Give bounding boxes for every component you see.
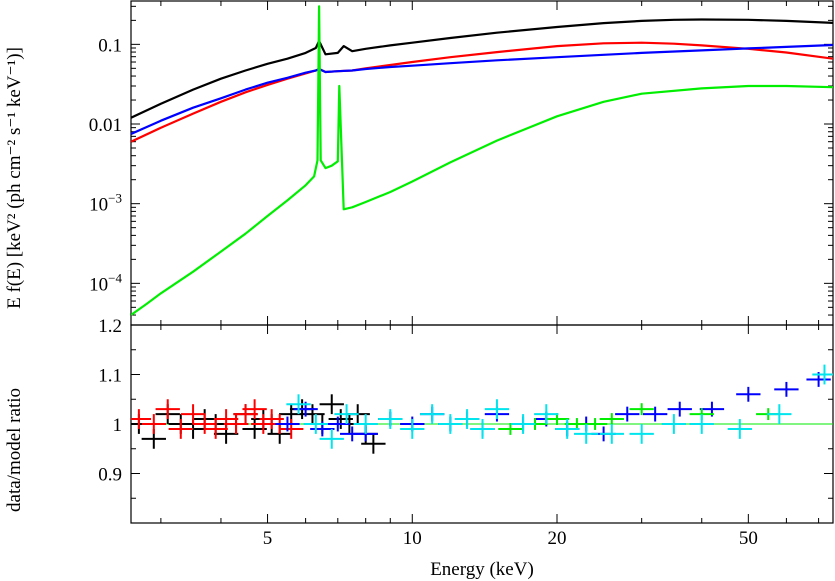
ratio-axis-title: data/model ratio — [4, 388, 25, 512]
ratio-point-series-0 — [300, 404, 325, 424]
ratio-point-series-4 — [420, 404, 445, 424]
ratio-point-series-4 — [319, 428, 344, 449]
ratio-point-series-4 — [454, 409, 480, 429]
x-tick-label: 10 — [403, 528, 422, 549]
ratio-point-series-4 — [400, 419, 425, 439]
spectrum-series-3 — [131, 5, 833, 316]
ratio-point-series-4 — [510, 414, 536, 434]
ratio-point-series-4 — [303, 414, 328, 434]
y-tick-label: 10−3 — [89, 191, 122, 216]
ratio-point-series-0 — [319, 394, 344, 415]
flux-axis-title: E f(E) [keV² (ph cm⁻² s⁻¹ keV⁻¹)] — [4, 47, 25, 309]
ratio-point-series-2 — [667, 401, 692, 417]
ratio-point-series-4 — [378, 409, 403, 429]
ratio-point-series-1 — [131, 409, 152, 429]
ratio-point-series-3 — [498, 423, 523, 435]
ratio-point-series-2 — [615, 406, 640, 422]
spectrum-panel: 10−4 10−3 0.01 0.1 — [89, 0, 834, 523]
spectrum-lines — [131, 5, 833, 316]
x-tick-label: 50 — [739, 528, 758, 549]
ratio-panel: 5 10 20 50 0.9 1 1.1 1.2 — [98, 316, 834, 549]
y-tick-label: 0.01 — [89, 115, 122, 136]
y-tick-label: 0.1 — [98, 35, 122, 56]
ratio-point-series-3 — [599, 413, 624, 425]
ratio-point-series-1 — [141, 414, 166, 434]
ratio-point-series-1 — [180, 404, 206, 424]
y-tick-label: 1.1 — [98, 366, 122, 387]
ratio-point-series-2 — [774, 381, 799, 397]
ratio-point-series-4 — [689, 414, 714, 434]
ratio-point-series-4 — [661, 414, 687, 434]
ratio-point-series-4 — [812, 364, 833, 385]
ratio-point-series-1 — [192, 414, 217, 434]
ratio-point-series-4 — [599, 424, 624, 444]
x-tick-label: 5 — [263, 528, 273, 549]
y-tick-label: 1 — [113, 415, 123, 436]
ratio-point-series-4 — [574, 424, 599, 444]
ratio-point-series-4 — [534, 404, 559, 424]
energy-axis-title: Energy (keV) — [430, 559, 534, 580]
ratio-point-series-4 — [438, 414, 463, 434]
spectrum-series-2 — [131, 43, 833, 136]
ratio-point-series-2 — [736, 386, 761, 402]
ratio-point-series-1 — [213, 409, 239, 429]
ratio-point-series-4 — [286, 394, 311, 415]
ratio-point-series-1 — [168, 419, 193, 439]
ratio-point-series-3 — [629, 403, 654, 416]
spectrum-series-0 — [131, 18, 833, 119]
y-tick-label: 0.9 — [98, 465, 122, 486]
ratio-point-series-1 — [203, 419, 228, 439]
ratio-point-series-4 — [727, 419, 752, 439]
ratio-point-series-4 — [353, 414, 378, 434]
x-tick-label: 20 — [548, 528, 567, 549]
ratio-point-series-2 — [275, 416, 300, 432]
ratio-points — [131, 364, 833, 454]
ratio-point-series-4 — [767, 404, 792, 424]
ratio-point-series-1 — [242, 399, 267, 420]
ratio-point-series-4 — [470, 419, 495, 439]
ratio-point-series-2 — [642, 406, 668, 422]
ratio-point-series-4 — [555, 419, 580, 439]
ratio-point-series-4 — [629, 424, 654, 444]
ratio-point-series-0 — [361, 433, 386, 454]
ratio-point-series-1 — [223, 414, 249, 434]
ratio-point-series-1 — [279, 419, 304, 439]
y-tick-label: 10−4 — [89, 270, 122, 295]
ratio-point-series-1 — [155, 399, 180, 420]
y-tick-label: 1.2 — [98, 316, 122, 337]
ratio-point-series-4 — [484, 399, 510, 420]
ratio-point-series-4 — [334, 404, 359, 424]
